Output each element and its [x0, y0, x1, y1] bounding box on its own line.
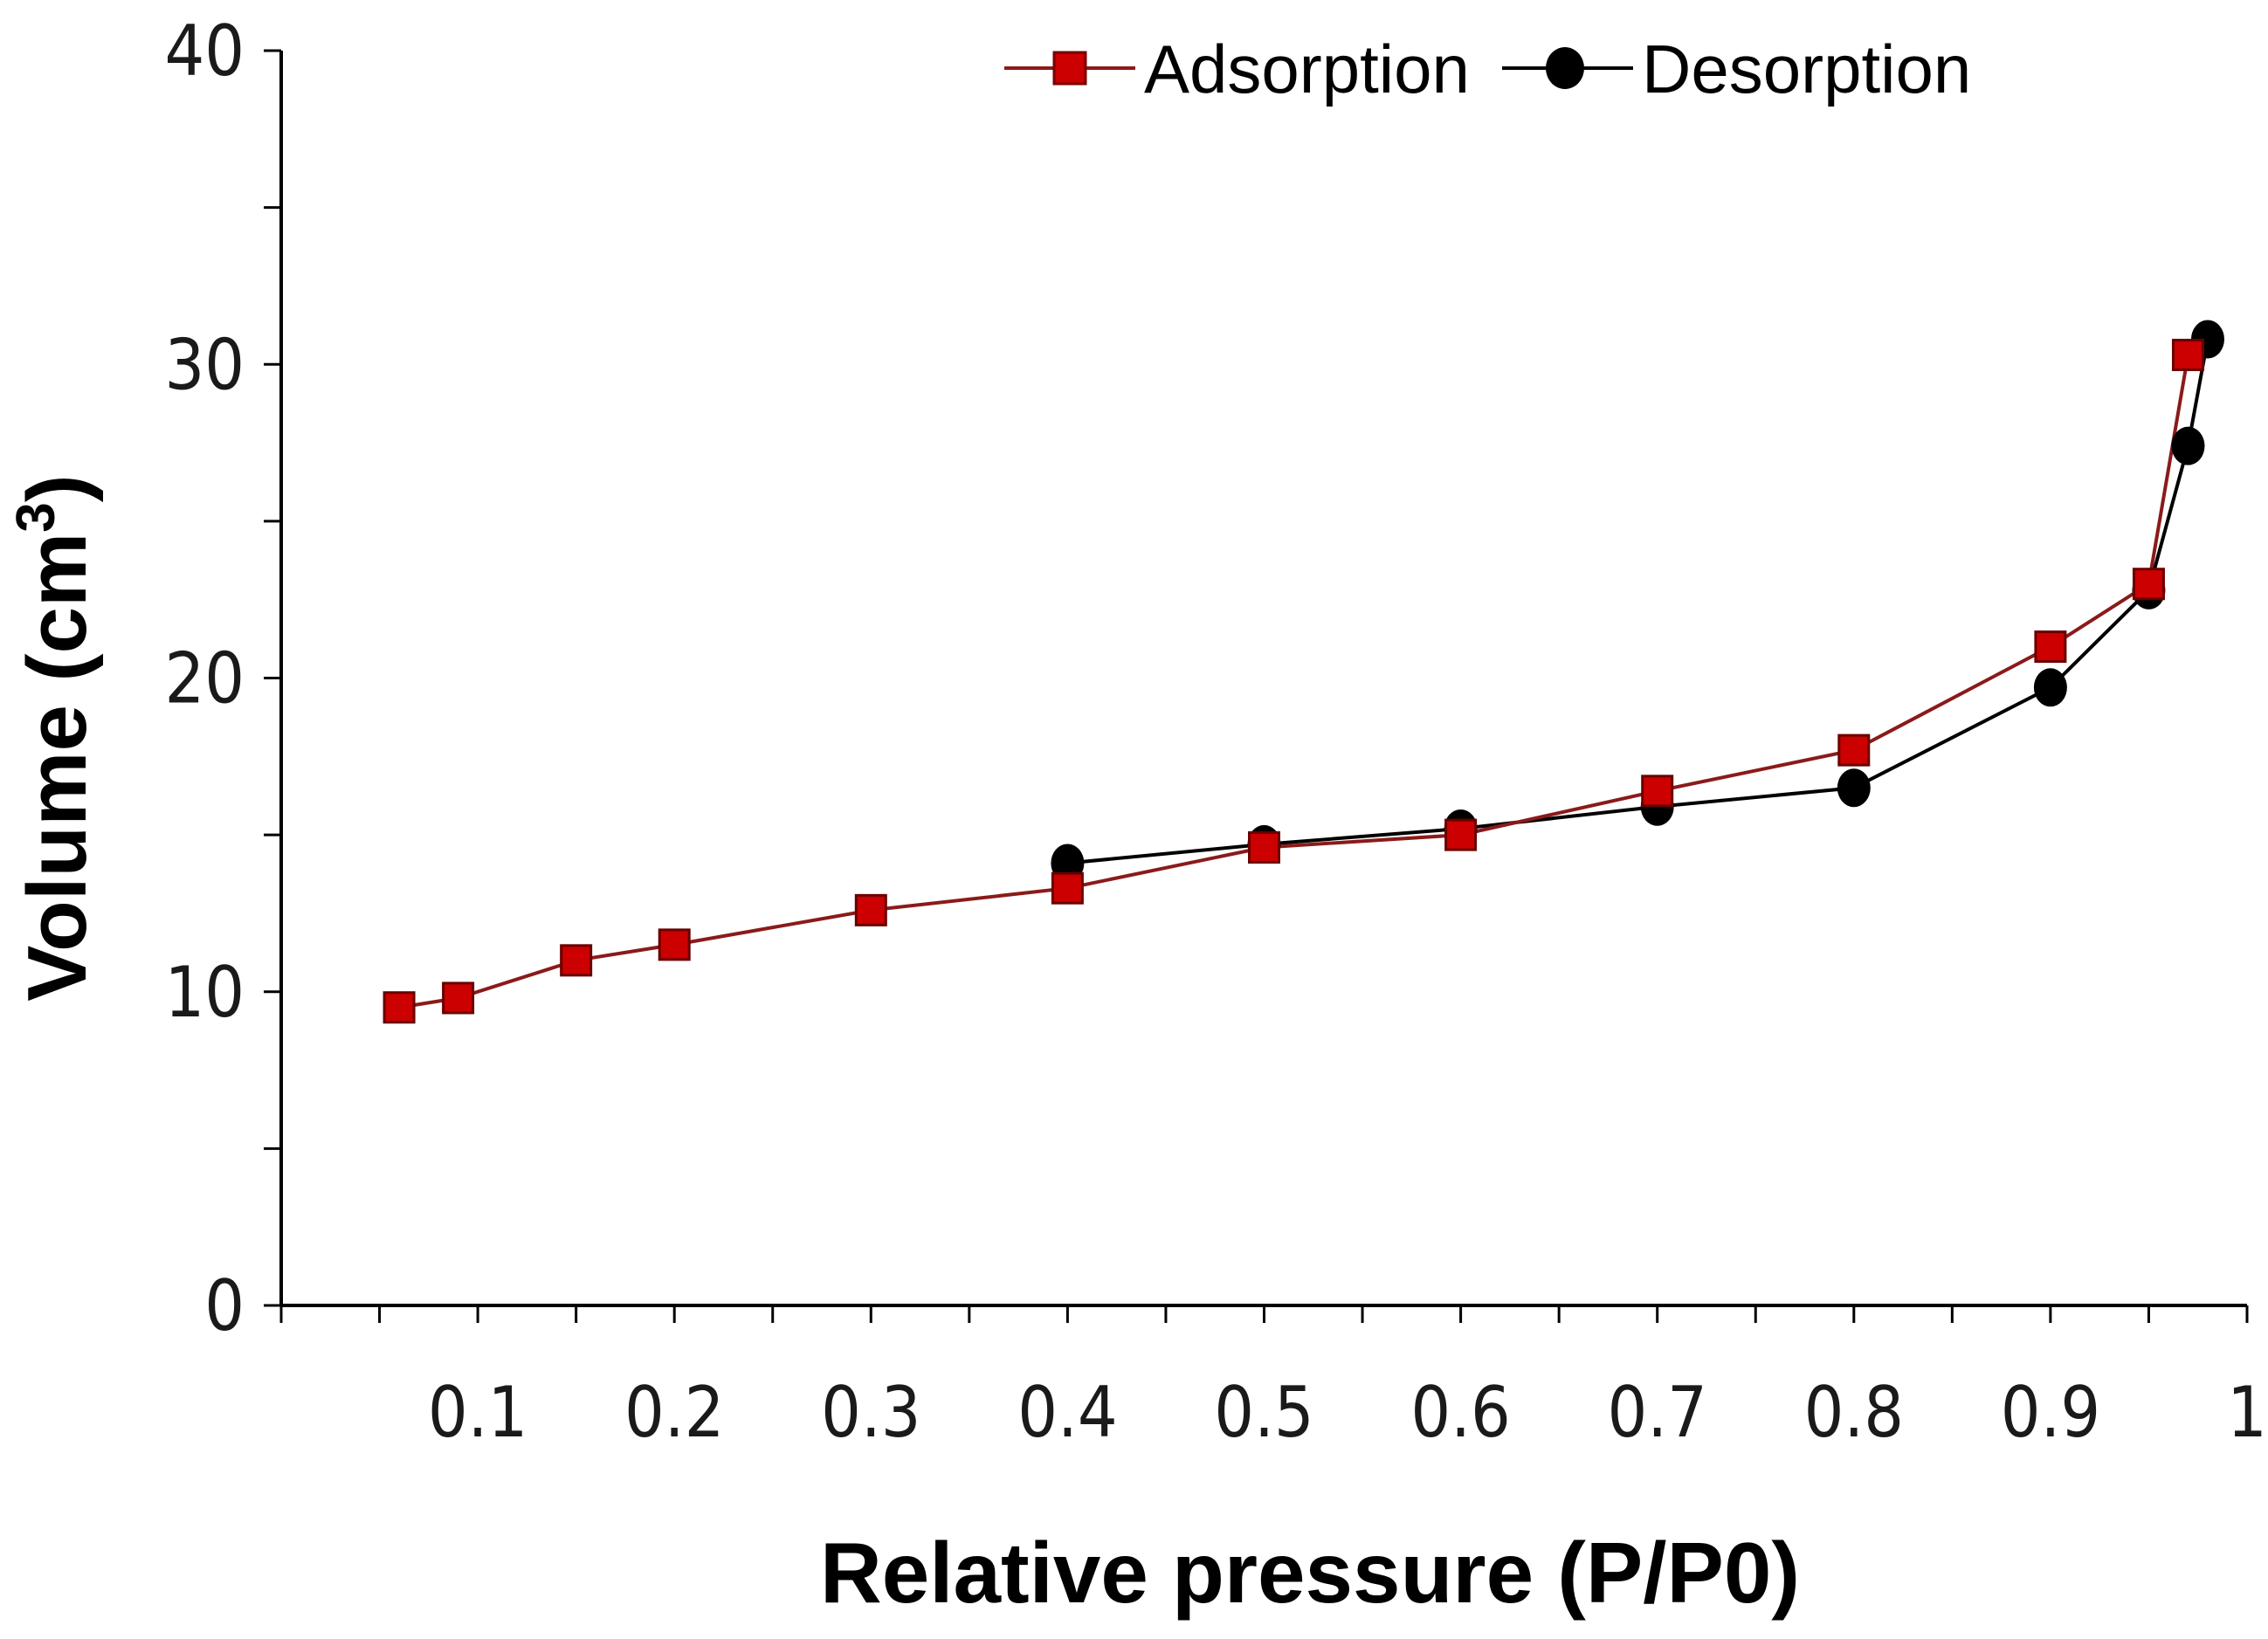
x-tick-label: 0.9	[2001, 1372, 2100, 1453]
legend-item-desorption[interactable]: Desorption	[1502, 31, 1971, 107]
series-layer	[383, 320, 2224, 1024]
legend-marker-square-icon	[1052, 51, 1087, 86]
y-axis-title-close: )	[10, 474, 104, 502]
adsorption-point[interactable]	[560, 944, 593, 977]
x-tick-label: 0.4	[1017, 1372, 1117, 1453]
legend: Adsorption Desorption	[1004, 31, 1971, 107]
adsorption-point[interactable]	[2132, 568, 2165, 601]
x-tick-label: 0.5	[1214, 1372, 1313, 1453]
y-tick-label: 20	[164, 638, 245, 720]
adsorption-point[interactable]	[1444, 818, 1478, 851]
desorption-point[interactable]	[2033, 668, 2067, 707]
x-tick-label: 1	[2227, 1372, 2267, 1453]
y-ticks: 0 10 20 30 40	[164, 10, 281, 1346]
adsorption-point[interactable]	[1248, 830, 1280, 864]
adsorption-point[interactable]	[442, 981, 475, 1015]
x-tick-label: 0.1	[428, 1372, 527, 1453]
desorption-point[interactable]	[2171, 426, 2205, 465]
x-tick-label: 0.3	[821, 1372, 920, 1453]
adsorption-point[interactable]	[1641, 775, 1674, 808]
y-tick-label: 10	[164, 952, 245, 1033]
adsorption-point[interactable]	[383, 991, 416, 1024]
adsorption-point[interactable]	[854, 893, 887, 926]
x-axis-title: Relative pressure (P/P0)	[820, 1525, 1800, 1621]
y-tick-label: 30	[164, 324, 245, 405]
series-line-desorption	[1067, 339, 2209, 865]
series-line-adsorption	[398, 355, 2190, 1009]
desorption-point[interactable]	[1837, 768, 1871, 808]
axes	[279, 51, 2247, 1307]
legend-label-desorption: Desorption	[1642, 31, 1971, 107]
y-axis-title: Volume (cm3)	[6, 474, 104, 1001]
adsorption-point[interactable]	[1051, 871, 1084, 905]
x-ticks: 0.1 0.2 0.3 0.4 0.5 0.6 0.7 0.8 0.9 1	[279, 1305, 2267, 1453]
legend-marker-circle-icon	[1546, 47, 1584, 89]
adsorption-point[interactable]	[1837, 733, 1871, 767]
x-tick-label: 0.2	[624, 1372, 724, 1453]
x-tick-label: 0.6	[1410, 1372, 1510, 1453]
adsorption-point[interactable]	[2171, 338, 2204, 371]
adsorption-point[interactable]	[658, 928, 691, 961]
x-tick-label: 0.8	[1804, 1372, 1904, 1453]
legend-item-adsorption[interactable]: Adsorption	[1004, 31, 1470, 107]
x-tick-label: 0.7	[1607, 1372, 1706, 1453]
y-tick-label: 40	[164, 10, 245, 92]
legend-label-adsorption: Adsorption	[1144, 31, 1470, 107]
adsorption-point[interactable]	[2034, 630, 2067, 664]
y-axis-title-superscript: 3	[6, 502, 66, 532]
y-tick-label: 0	[204, 1265, 245, 1346]
y-axis-title-main: Volume (cm	[10, 533, 104, 1002]
